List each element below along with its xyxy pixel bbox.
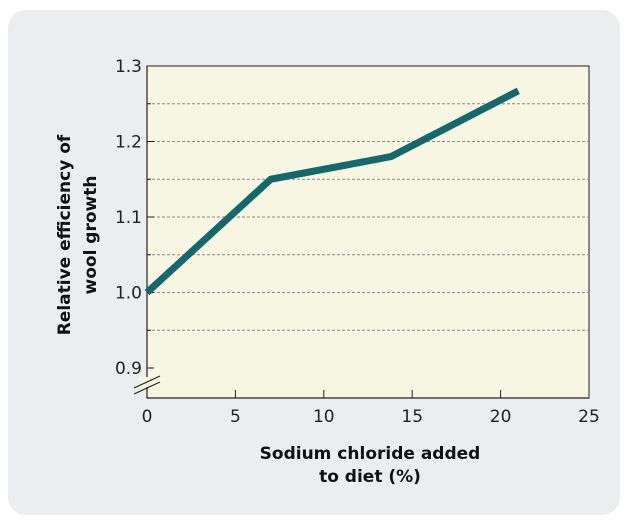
y-tick-label: 1.0 xyxy=(115,284,142,304)
x-tick-label: 25 xyxy=(578,407,600,427)
x-tick-label: 15 xyxy=(401,407,423,427)
axes xyxy=(133,65,590,399)
y-tick-label: 1.1 xyxy=(115,208,142,228)
x-axis-title-line: Sodium chloride added xyxy=(260,444,481,464)
axis-break-mark xyxy=(133,381,161,395)
axis-break-mark xyxy=(133,375,161,389)
tick-labels: 0 5 10 15 20 25 0.9 1.0 1.1 1.2 1.3 xyxy=(115,57,600,427)
series-line xyxy=(144,87,520,296)
y-axis-title-line: Relative efficiency of xyxy=(55,134,75,335)
axis-titles: Sodium chloride added to diet (%) Relative… xyxy=(55,134,480,487)
y-tick-label: 1.2 xyxy=(115,133,142,153)
y-axis-title-line: wool growth xyxy=(81,176,101,295)
y-tick-label: 0.9 xyxy=(115,359,142,379)
x-axis-title-line: to diet (%) xyxy=(319,467,421,487)
plot-area xyxy=(146,65,590,399)
x-tick-label: 5 xyxy=(230,407,241,427)
x-tick-label: 10 xyxy=(313,407,335,427)
gridlines xyxy=(147,103,589,331)
series-lines xyxy=(144,87,520,296)
y-tick-label: 1.3 xyxy=(115,57,142,77)
x-tick-label: 20 xyxy=(490,407,512,427)
x-tick-label: 0 xyxy=(142,407,153,427)
